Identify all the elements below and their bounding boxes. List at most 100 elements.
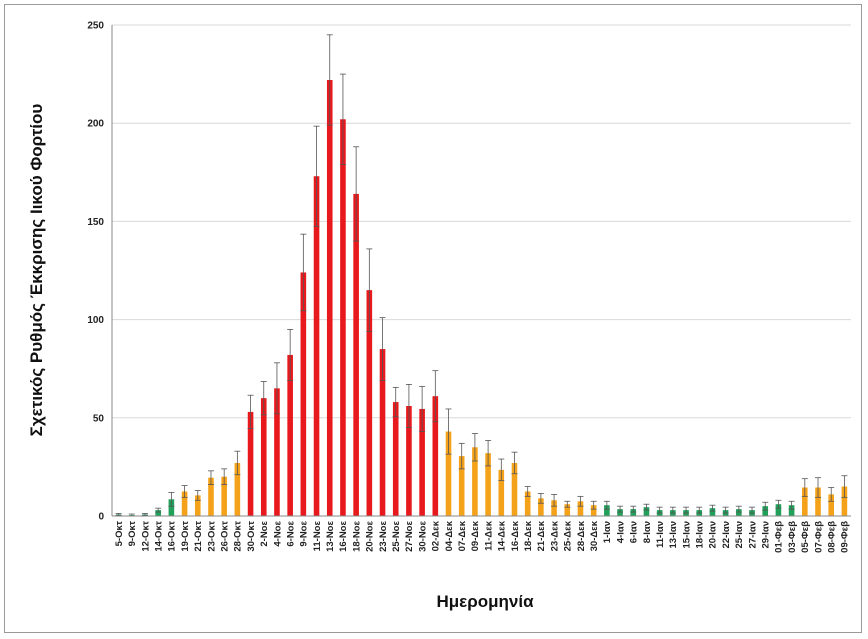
bar [313, 176, 320, 516]
x-tick-label: 12-Οκτ [140, 520, 151, 551]
x-tick-label: 30-Οκτ [246, 520, 257, 551]
x-tick-label: 26-Οκτ [219, 520, 230, 551]
bar [260, 398, 267, 516]
bar [326, 79, 333, 516]
bar [630, 509, 637, 516]
x-tick-label: 09-Δεκ [470, 520, 481, 551]
x-tick-label: 21-Δεκ [536, 520, 547, 551]
x-tick-label: 28-Δεκ [576, 520, 587, 551]
bar [353, 193, 359, 517]
x-tick-label: 18-Ιαν [695, 521, 706, 549]
bar [643, 507, 650, 516]
bar [155, 510, 161, 516]
x-tick-label: 8-Ιαν [642, 521, 653, 543]
x-tick-label: 20-Ιαν [708, 521, 719, 549]
bar [247, 411, 254, 516]
axes [111, 25, 851, 517]
x-tick-label: 15-Ιαν [681, 521, 692, 549]
bar [221, 476, 227, 516]
y-tick-labels: 0 50 100 150 200 250 [87, 21, 104, 523]
x-tick-label: 02-Δεκ [431, 520, 442, 551]
bar [538, 498, 544, 516]
x-tick-label: 9-Οκτ [127, 520, 138, 546]
bar [498, 469, 505, 516]
bar [340, 119, 346, 516]
x-tick-label: 11-Νοε [312, 521, 323, 552]
x-tick-label: 08-Φεβ [827, 521, 838, 553]
bar [551, 500, 557, 516]
bar [788, 505, 795, 516]
bar [828, 494, 835, 516]
x-tick-label: 11-Δεκ [483, 520, 494, 551]
bar [287, 354, 293, 516]
x-tick-label: 13-Ιαν [668, 521, 679, 549]
bar [604, 505, 610, 516]
x-tick-label: 4-Ιαν [615, 521, 626, 543]
x-tick-label: 25-Ιαν [734, 521, 745, 549]
x-tick-label: 01-Φεβ [774, 521, 785, 553]
bar [432, 396, 439, 516]
bar [168, 499, 175, 516]
x-axis-title: Ημερομηνία [436, 592, 534, 611]
x-tick-label: 22-Ιαν [721, 521, 732, 549]
x-tick-label: 14-Δεκ [497, 520, 508, 551]
x-tick-labels: 5-Οκτ 9-Οκτ 12-Οκτ 14-Οκτ 16-Οκτ 19-Οκτ 21-Οκτ… [114, 520, 851, 553]
bar [379, 349, 386, 516]
x-tick-label: 23-Δεκ [549, 520, 560, 551]
x-tick-label: 18-Δεκ [523, 520, 534, 551]
bar [815, 487, 821, 516]
x-tick-label: 27-Νοε [404, 521, 415, 552]
bar [524, 491, 531, 516]
y-tick-label: 100 [87, 315, 104, 326]
bar [775, 504, 782, 516]
x-tick-label: 04-Δεκ [444, 520, 455, 551]
x-tick-label: 23-Νοε [378, 521, 389, 552]
bar [419, 408, 425, 516]
x-tick-label: 30-Νοε [417, 521, 428, 552]
x-tick-label: 2-Νοε [259, 521, 270, 547]
y-tick-label: 150 [87, 217, 104, 228]
x-tick-label: 9-Νοε [299, 521, 310, 547]
bar [472, 447, 478, 516]
bar [841, 486, 848, 516]
bar [802, 487, 808, 516]
gridlines [112, 24, 851, 419]
x-tick-label: 13-Νοε [325, 521, 336, 552]
x-tick-label: 11-Ιαν [655, 521, 666, 548]
bar [274, 388, 280, 516]
x-tick-label: 27-Ιαν [747, 521, 758, 549]
y-tick-label: 0 [98, 512, 104, 523]
x-tick-label: 25-Δεκ [563, 520, 574, 551]
x-tick-label: 07-Φεβ [813, 521, 824, 553]
x-tick-label: 30-Δεκ [589, 520, 600, 551]
x-tick-label: 18-Νοε [351, 521, 362, 552]
bar [564, 504, 571, 516]
bar [709, 508, 716, 516]
x-tick-label: 14-Οκτ [153, 520, 164, 551]
y-axis-title: Σχετικός Ρυθμός Έκκρισης Ιικού Φορτίου [27, 104, 46, 437]
bar [208, 477, 214, 516]
bar [590, 505, 597, 516]
x-tick-label: 29-Ιαν [761, 521, 772, 549]
y-tick-label: 200 [87, 119, 104, 130]
x-tick-label: 6-Νοε [285, 521, 296, 547]
x-tick-label: 6-Ιαν [629, 521, 640, 543]
x-tick-label: 16-Νοε [338, 521, 349, 552]
x-tick-label: 07-Δεκ [457, 520, 468, 551]
x-tick-label: 16-Δεκ [510, 520, 521, 551]
bar [577, 501, 584, 516]
bar [300, 272, 307, 516]
x-tick-label: 20-Νοε [365, 521, 376, 552]
bar [234, 462, 241, 516]
error-bars [115, 34, 848, 517]
x-tick-label: 23-Οκτ [206, 520, 217, 551]
x-tick-label: 05-Φεβ [800, 521, 811, 553]
x-tick-label: 1-Ιαν [602, 521, 613, 543]
bars [115, 79, 848, 517]
x-tick-label: 4-Νοε [272, 521, 283, 547]
x-tick-label: 09-Φεβ [840, 521, 851, 553]
x-tick-label: 25-Νοε [391, 521, 402, 552]
bar [406, 406, 412, 516]
bar [392, 402, 399, 516]
bar [762, 506, 769, 516]
